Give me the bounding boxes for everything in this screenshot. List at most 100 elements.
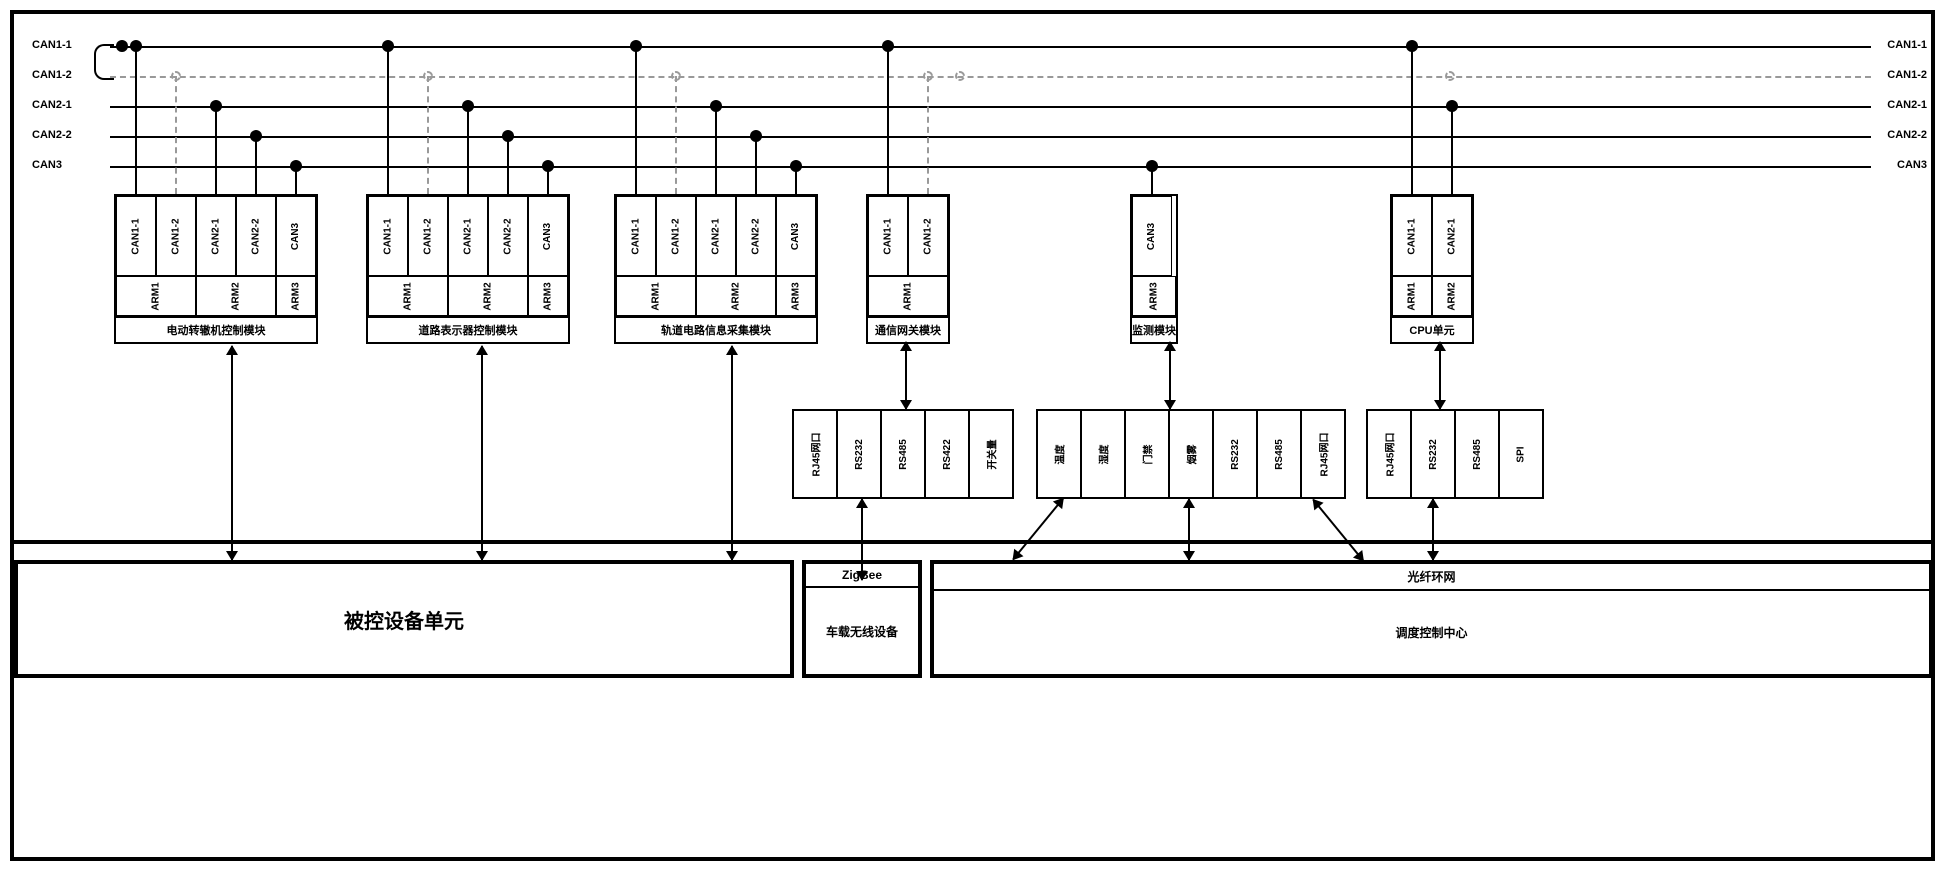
arrow-module-io bbox=[905, 342, 907, 409]
module-title: 通信网关模块 bbox=[868, 316, 948, 342]
fiber-label: 光纤环网 bbox=[934, 564, 1929, 591]
controlled-device-unit: 被控设备单元 bbox=[14, 560, 794, 678]
module-title: 监测模块 bbox=[1132, 316, 1176, 342]
arrow-diag bbox=[1188, 499, 1190, 560]
bus-label-left: CAN1-1 bbox=[32, 39, 84, 51]
can-port: CAN2-1 bbox=[1432, 196, 1472, 276]
arrow-to-controlled bbox=[231, 346, 233, 560]
arm-cell: ARM3 bbox=[1132, 276, 1176, 316]
bus-dot bbox=[116, 40, 128, 52]
can-port: CAN1-1 bbox=[116, 196, 156, 276]
system-diagram: CAN1-1CAN1-1CAN1-2CAN1-2CAN2-1CAN2-1CAN2… bbox=[10, 10, 1935, 861]
bus-dot bbox=[790, 160, 802, 172]
can-port: CAN2-1 bbox=[448, 196, 488, 276]
dispatch-center: 光纤环网 调度控制中心 bbox=[930, 560, 1933, 678]
can-port: CAN1-1 bbox=[1392, 196, 1432, 276]
bus-label-right: CAN2-2 bbox=[1875, 129, 1927, 141]
arm-cell: ARM3 bbox=[276, 276, 316, 316]
bus-dot bbox=[1406, 40, 1418, 52]
bus-connector bbox=[1451, 106, 1453, 194]
bus-connector bbox=[467, 106, 469, 194]
bus-dot bbox=[423, 71, 433, 81]
bus-dot bbox=[1445, 71, 1455, 81]
arm-cell: ARM1 bbox=[368, 276, 448, 316]
bus-dot bbox=[462, 100, 474, 112]
bus-dot bbox=[710, 100, 722, 112]
bus-dot bbox=[630, 40, 642, 52]
module: CAN3ARM3监测模块 bbox=[1130, 194, 1178, 344]
bus-connector bbox=[1411, 46, 1413, 194]
bus-connector bbox=[887, 46, 889, 194]
can-port: CAN3 bbox=[776, 196, 816, 276]
module: CAN1-1ARM1CAN2-1ARM2CPU单元 bbox=[1390, 194, 1474, 344]
arm-cell: ARM2 bbox=[1432, 276, 1472, 316]
module: CAN1-1CAN1-2ARM1CAN2-1CAN2-2ARM2CAN3ARM3… bbox=[114, 194, 318, 344]
io-port: 温度 bbox=[1036, 409, 1082, 499]
io-port: RS485 bbox=[1454, 409, 1500, 499]
arrow-module-io bbox=[1169, 342, 1171, 409]
io-port: RS422 bbox=[924, 409, 970, 499]
bus-dot bbox=[955, 71, 965, 81]
bus-loop bbox=[94, 44, 114, 80]
io-port: RS232 bbox=[836, 409, 882, 499]
arm-cell: ARM1 bbox=[1392, 276, 1432, 316]
wireless-label: 车载无线设备 bbox=[826, 588, 898, 674]
bus-connector bbox=[175, 76, 177, 194]
bus-connector bbox=[507, 136, 509, 194]
arm-cell: ARM1 bbox=[116, 276, 196, 316]
module: CAN1-1CAN1-2ARM1通信网关模块 bbox=[866, 194, 950, 344]
bus-dot bbox=[250, 130, 262, 142]
io-port: 门禁 bbox=[1124, 409, 1170, 499]
arm-cell: ARM1 bbox=[868, 276, 948, 316]
bus-CAN2-2 bbox=[110, 136, 1871, 138]
module-title: 电动转辙机控制模块 bbox=[116, 316, 316, 342]
bus-label-right: CAN2-1 bbox=[1875, 99, 1927, 111]
bus-label-right: CAN1-2 bbox=[1875, 69, 1927, 81]
io-port: RS232 bbox=[1212, 409, 1258, 499]
module: CAN1-1CAN1-2ARM1CAN2-1CAN2-2ARM2CAN3ARM3… bbox=[366, 194, 570, 344]
io-port: RS485 bbox=[1256, 409, 1302, 499]
bus-dot bbox=[210, 100, 222, 112]
io-port: RS485 bbox=[880, 409, 926, 499]
io-port: SPI bbox=[1498, 409, 1544, 499]
can-port: CAN3 bbox=[1132, 196, 1172, 276]
bus-label-left: CAN3 bbox=[32, 159, 84, 171]
bus-connector bbox=[675, 76, 677, 194]
can-port: CAN2-2 bbox=[488, 196, 528, 276]
arm-cell: ARM3 bbox=[776, 276, 816, 316]
bus-connector bbox=[715, 106, 717, 194]
center-label: 调度控制中心 bbox=[1395, 591, 1467, 674]
module-title: 轨道电路信息采集模块 bbox=[616, 316, 816, 342]
module: CAN1-1CAN1-2ARM1CAN2-1CAN2-2ARM2CAN3ARM3… bbox=[614, 194, 818, 344]
can-port: CAN1-2 bbox=[408, 196, 448, 276]
arm-cell: ARM3 bbox=[528, 276, 568, 316]
bus-CAN3 bbox=[110, 166, 1871, 168]
io-port: 湿度 bbox=[1080, 409, 1126, 499]
io-port: RJ45网口 bbox=[1366, 409, 1412, 499]
io-port: 开关量 bbox=[968, 409, 1014, 499]
bus-connector bbox=[255, 136, 257, 194]
can-port: CAN2-2 bbox=[236, 196, 276, 276]
bus-connector bbox=[427, 76, 429, 194]
io-block: RJ45网口RS232RS485RS422开关量 bbox=[792, 409, 1014, 499]
bus-connector bbox=[635, 46, 637, 194]
bus-dot bbox=[671, 71, 681, 81]
bus-CAN1-1 bbox=[110, 46, 1871, 48]
bus-CAN2-1 bbox=[110, 106, 1871, 108]
can-port: CAN2-1 bbox=[196, 196, 236, 276]
can-port: CAN1-2 bbox=[656, 196, 696, 276]
main-panel: CAN1-1CAN1-1CAN1-2CAN1-2CAN2-1CAN2-1CAN2… bbox=[14, 14, 1931, 544]
can-port: CAN1-1 bbox=[616, 196, 656, 276]
bus-dot bbox=[1146, 160, 1158, 172]
can-port: CAN1-1 bbox=[368, 196, 408, 276]
bus-dot bbox=[1446, 100, 1458, 112]
module-title: 道路表示器控制模块 bbox=[368, 316, 568, 342]
bus-dot bbox=[923, 71, 933, 81]
arrow-to-controlled bbox=[731, 346, 733, 560]
io-port: RJ45网口 bbox=[1300, 409, 1346, 499]
controlled-label: 被控设备单元 bbox=[344, 605, 464, 634]
bus-dot bbox=[290, 160, 302, 172]
bus-CAN1-2 bbox=[110, 76, 1871, 78]
arrow-to-wireless bbox=[861, 499, 863, 580]
bus-connector bbox=[387, 46, 389, 194]
